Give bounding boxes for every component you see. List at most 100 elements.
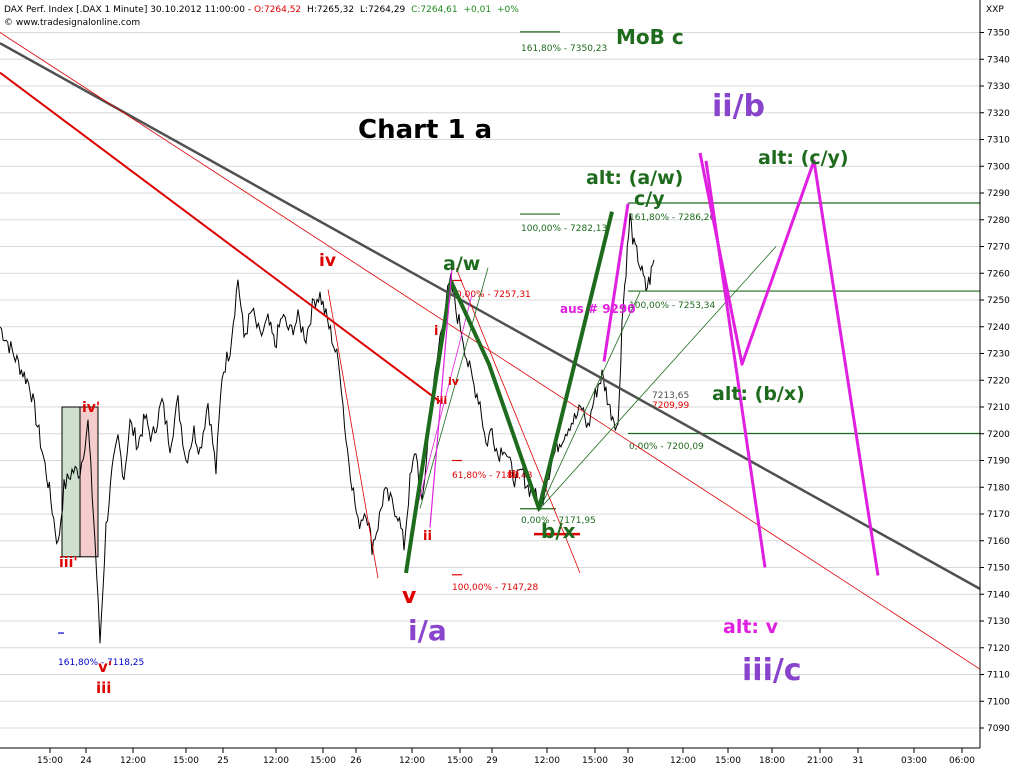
wave-label: b/x (541, 519, 576, 543)
wave-lines (404, 152, 880, 576)
plot-background (0, 0, 980, 748)
x-tick-label: 15:00 (173, 756, 199, 766)
fib-level-label: 7213,65 (652, 391, 689, 401)
wave-label: iii (436, 394, 447, 407)
y-tick-label: 7120 (987, 644, 1010, 654)
magenta-alt-line (704, 160, 767, 568)
x-axis-ticks: 15:00 24 12:00 15:00 25 12:00 15:00 26 12:00 15:0… (37, 748, 975, 766)
x-tick-label: 30 (622, 756, 634, 766)
x-tick-label: 12:00 (120, 756, 146, 766)
gray-trendline (0, 42, 981, 590)
y-tick-label: 7300 (987, 162, 1010, 172)
wave-label: ii/b (712, 89, 765, 124)
header-change-pct: +0% (497, 5, 519, 15)
fib-level-label: 0,00% - 7257,31 (456, 290, 531, 300)
x-tick-label: 29 (486, 756, 498, 766)
x-tick-label: 31 (852, 756, 863, 766)
axis-unit-label: XXP (986, 5, 1004, 15)
x-tick-label: 18:00 (759, 756, 785, 766)
x-tick-label: 03:00 (901, 756, 927, 766)
x-tick-label: 24 (80, 756, 92, 766)
wave-label: i (434, 324, 438, 339)
y-tick-label: 7310 (987, 136, 1010, 146)
y-tick-label: 7230 (987, 350, 1010, 360)
copyright-text: © www.tradesignalonline.com (4, 18, 140, 28)
fib-level-label: 100,00% - 7253,34 (629, 301, 716, 311)
y-tick-label: 7350 (987, 29, 1010, 39)
header-low: L:7264,29 (360, 5, 406, 15)
x-tick-label: 21:00 (807, 756, 833, 766)
wave-label: alt: (c/y) (758, 147, 849, 169)
green-channel-line (539, 291, 641, 509)
wave-label: a/w (443, 253, 480, 275)
header-high: H:7265,32 (307, 5, 354, 15)
x-tick-label: 25 (217, 756, 228, 766)
wave-label: MoB c (616, 25, 684, 49)
y-tick-label: 7270 (987, 243, 1010, 253)
wave-label: i/a (408, 614, 447, 647)
x-tick-label: 26 (350, 756, 362, 766)
header-open: O:7264,52 (254, 5, 301, 15)
y-tick-label: 7150 (987, 564, 1010, 574)
red-thick-trendline (0, 71, 441, 403)
y-tick-label: 7170 (987, 510, 1010, 520)
y-tick-label: 7210 (987, 403, 1010, 413)
y-tick-label: 7140 (987, 590, 1010, 600)
y-tick-label: 7190 (987, 457, 1010, 467)
red-channel-line (327, 289, 379, 579)
y-tick-label: 7330 (987, 82, 1010, 92)
wave-label: ii (423, 529, 432, 544)
chart-header: DAX Perf. Index [.DAX 1 Minute] 30.10.20… (4, 5, 519, 15)
wave-label: iii' (59, 555, 78, 571)
fib-level-label: 161,80% - 7286,26 (629, 213, 716, 223)
wave-label: iv (448, 375, 460, 388)
wave-label: v (402, 584, 417, 609)
y-tick-label: 7320 (987, 109, 1010, 119)
wave-label: alt: (b/x) (712, 383, 805, 405)
wave-label: alt: (a/w) (586, 167, 683, 189)
y-tick-label: 7290 (987, 189, 1010, 199)
wave-label: iii/c (742, 653, 802, 688)
wave-label: iii (96, 679, 111, 697)
y-tick-label: 7180 (987, 483, 1010, 493)
green-wave-line (404, 211, 614, 574)
wave-label: c/y (634, 188, 665, 210)
fib-level-label: 0,00% - 7171,95 (521, 516, 596, 526)
x-tick-label: 12:00 (399, 756, 425, 766)
wave-boxes (61, 406, 99, 558)
fib-level-label: 0,00% - 7200,09 (629, 442, 704, 452)
y-tick-label: 7100 (987, 697, 1010, 707)
wave-label: v' (98, 658, 112, 676)
y-tick-label: 7130 (987, 617, 1010, 627)
y-tick-label: 7220 (987, 376, 1010, 386)
y-tick-label: 7240 (987, 323, 1010, 333)
red-channel-line (455, 267, 581, 574)
x-tick-label: 15:00 (310, 756, 336, 766)
wave-label: alt: v (723, 616, 779, 638)
y-tick-label: 7200 (987, 430, 1010, 440)
y-tick-label: 7260 (987, 269, 1010, 279)
x-tick-label: 15:00 (447, 756, 473, 766)
x-tick-label: 12:00 (263, 756, 289, 766)
fib-level-label: 7209,99 (652, 401, 689, 411)
trend-lines (0, 32, 981, 670)
fib-level-label: 161,80% - 7350,23 (521, 44, 607, 54)
fib-level-label: 61,80% - 7183,43 (452, 471, 533, 481)
fib-level-label: 100,00% - 7147,28 (452, 583, 539, 593)
fib-level-label: 161,80% - 7118,25 (58, 658, 144, 668)
fib-level-label: 100,00% - 7282,13 (521, 224, 607, 234)
wave-label: iii (508, 468, 519, 481)
x-tick-label: 06:00 (949, 756, 975, 766)
green-channel-line (539, 246, 777, 509)
wave-label: iv' (82, 400, 100, 416)
x-tick-label: 15:00 (715, 756, 741, 766)
y-tick-label: 7280 (987, 216, 1010, 226)
y-tick-label: 7340 (987, 55, 1010, 65)
y-tick-label: 7110 (987, 671, 1010, 681)
y-axis-ticks: 7090 7100 7110 7120 7130 7140 7150 7160 7170 7180… (980, 29, 1010, 734)
x-tick-label: 12:00 (534, 756, 560, 766)
wave-label: iv (319, 251, 336, 271)
magenta-channel-line (409, 294, 473, 536)
green-channel-line (419, 267, 489, 509)
